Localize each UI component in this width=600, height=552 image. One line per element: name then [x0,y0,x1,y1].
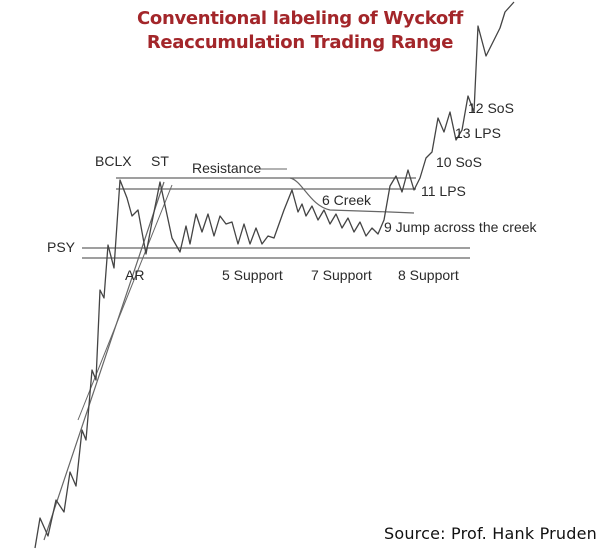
label-5-support: 5 Support [222,267,283,283]
trend-line-secondary [77,184,173,421]
diagram-title-line-1: Conventional labeling of Wyckoff [136,8,464,29]
label-9-jump: 9 Jump across the creek [384,219,538,235]
label-8-support: 8 Support [398,267,459,283]
source-credit: Source: Prof. Hank Pruden [384,524,598,543]
label-resistance: Resistance [192,160,261,176]
creek-line [289,177,415,214]
label-psy: PSY [47,239,76,255]
label-7-support: 7 Support [311,267,372,283]
trend-line-st [43,181,165,541]
label-6-creek: 6 Creek [322,192,372,208]
label-ar: AR [125,267,144,283]
price-path [34,1,515,549]
diagram-title-line-2: Reaccumulation Trading Range [146,32,454,53]
label-11-lps: 11 LPS [421,183,466,199]
label-13-lps: 13 LPS [455,125,501,141]
label-st: ST [151,153,169,169]
label-10-sos: 10 SoS [436,154,482,170]
label-bclx: BCLX [95,153,132,169]
label-12-sos: 12 SoS [468,100,514,116]
